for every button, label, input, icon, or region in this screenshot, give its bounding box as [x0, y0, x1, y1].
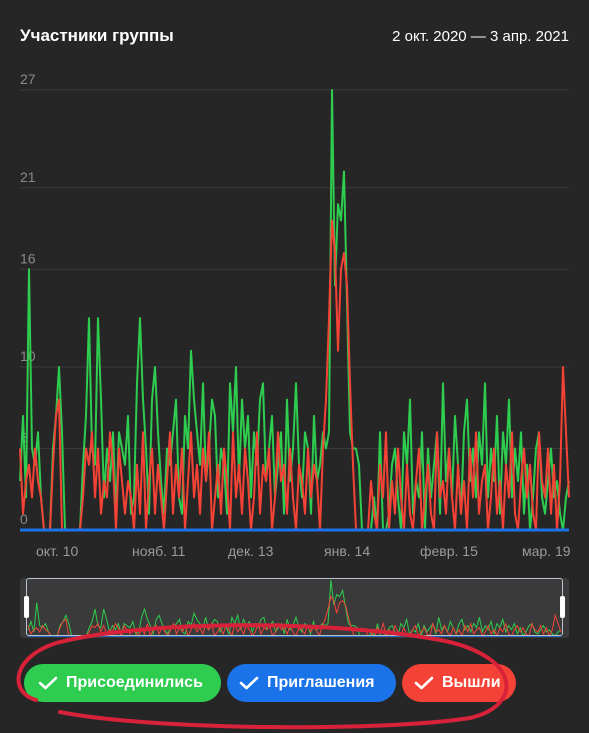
y-tick-label: 16 [20, 250, 36, 266]
x-tick-label: окт. 10 [36, 543, 78, 559]
y-tick-label: 0 [20, 511, 28, 527]
series-line-2 [19, 219, 570, 531]
legend-invited-toggle[interactable]: Приглашения [227, 664, 396, 702]
series-line-0 [19, 89, 570, 531]
legend-joined-label: Присоединились [66, 674, 203, 691]
navigator-left-handle[interactable] [24, 596, 29, 618]
legend-left-label: Вышли [442, 674, 501, 691]
y-tick-label: 27 [20, 71, 36, 87]
navigator-right-handle[interactable] [560, 596, 565, 618]
check-icon [414, 676, 434, 690]
date-range[interactable]: 2 окт. 2020 — 3 апр. 2021 [392, 28, 569, 45]
chart-header: Участники группы 2 окт. 2020 — 3 апр. 20… [20, 26, 569, 50]
legend-invited-label: Приглашения [267, 674, 375, 691]
chart-series [19, 89, 570, 532]
x-tick-label: февр. 15 [420, 543, 478, 559]
check-icon [38, 676, 58, 690]
legend-left-toggle[interactable]: Вышли [402, 664, 516, 702]
chart-title: Участники группы [20, 26, 174, 45]
x-axis-ticks: окт. 10 нояб. 11 дек. 13 янв. 14 февр. 15 мар… [36, 543, 571, 559]
check-icon [239, 676, 259, 690]
navigator-window[interactable] [26, 578, 563, 636]
legend-joined-toggle[interactable]: Присоединились [24, 664, 221, 702]
range-navigator[interactable] [20, 578, 569, 638]
x-tick-label: мар. 19 [522, 543, 571, 559]
y-tick-label: 21 [20, 169, 36, 185]
x-tick-label: нояб. 11 [132, 543, 186, 559]
x-tick-label: дек. 13 [228, 543, 274, 559]
x-tick-label: янв. 14 [324, 543, 370, 559]
